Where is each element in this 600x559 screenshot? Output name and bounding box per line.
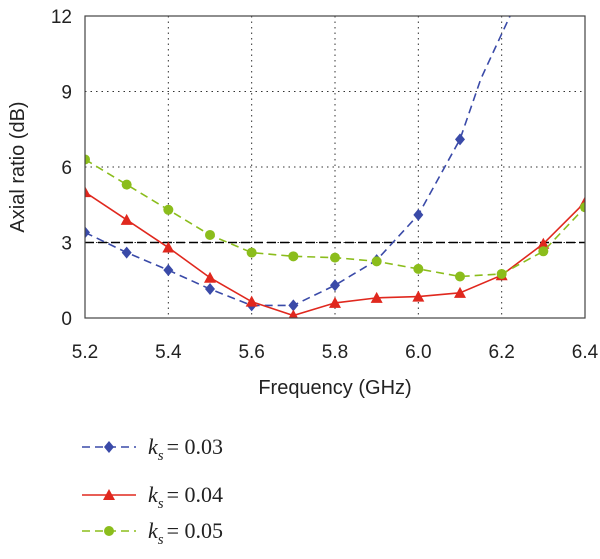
data-point xyxy=(538,246,549,257)
data-point xyxy=(162,241,175,253)
legend: ks = 0.03 ks = 0.04 ks = 0.05 xyxy=(82,434,223,548)
data-point xyxy=(121,179,132,190)
series-line xyxy=(85,16,511,307)
legend-item: ks = 0.04 xyxy=(82,482,223,512)
y-tick-label: 0 xyxy=(61,309,72,330)
x-tick-label: 5.8 xyxy=(322,342,348,363)
x-axis-label: Frequency (GHz) xyxy=(258,377,411,399)
data-point xyxy=(371,256,382,267)
x-tick-label: 5.2 xyxy=(72,342,98,363)
x-tick-label: 6.4 xyxy=(572,342,599,363)
data-point xyxy=(496,268,507,279)
x-tick-label: 6.0 xyxy=(405,342,431,363)
data-point xyxy=(163,204,174,215)
data-point xyxy=(246,247,257,258)
data-point xyxy=(537,237,550,249)
data-point xyxy=(412,290,425,302)
data-point xyxy=(120,213,133,225)
x-tick-label: 5.4 xyxy=(155,342,182,363)
data-point xyxy=(413,263,424,274)
data-point xyxy=(205,229,215,240)
data-point xyxy=(329,296,341,308)
legend-item: ks = 0.03 xyxy=(82,434,223,464)
y-tick-label: 6 xyxy=(61,158,72,179)
data-point xyxy=(85,154,90,165)
y-tick-label: 12 xyxy=(51,7,72,28)
data-point xyxy=(330,252,340,263)
data-point xyxy=(455,271,465,282)
data-point xyxy=(245,295,258,307)
y-tick-label: 3 xyxy=(61,234,72,255)
x-tick-labels: 5.2 5.4 5.6 5.8 6.0 6.2 6.4 xyxy=(72,342,599,363)
legend-label: ks = 0.03 xyxy=(148,434,223,464)
data-point xyxy=(580,202,585,213)
data-point xyxy=(454,286,466,298)
y-tick-labels: 0 3 6 9 12 xyxy=(51,7,72,330)
data-point xyxy=(330,279,340,292)
legend-label: ks = 0.05 xyxy=(148,518,223,548)
data-point xyxy=(204,271,216,283)
data-point xyxy=(85,226,90,239)
data-point xyxy=(205,283,215,296)
legend-marker xyxy=(104,441,114,453)
legend-marker xyxy=(104,526,114,536)
y-tick-label: 9 xyxy=(61,83,72,104)
series-group xyxy=(85,16,585,318)
data-point xyxy=(455,133,465,146)
legend-label: ks = 0.04 xyxy=(148,482,223,512)
data-point xyxy=(163,264,174,277)
legend-marker xyxy=(103,489,115,500)
data-point xyxy=(413,208,424,221)
x-tick-label: 5.6 xyxy=(238,342,264,363)
y-axis-label: Axial ratio (dB) xyxy=(7,101,29,232)
plot-frame xyxy=(84,15,586,319)
data-point xyxy=(121,246,132,259)
legend-item: ks = 0.05 xyxy=(82,518,223,548)
grid xyxy=(85,16,585,318)
series-1 xyxy=(85,16,511,312)
data-point xyxy=(288,251,299,262)
data-point xyxy=(288,299,299,312)
x-tick-label: 6.2 xyxy=(488,342,514,363)
data-point xyxy=(85,186,91,198)
series-3 xyxy=(85,154,585,282)
data-point xyxy=(288,309,298,318)
data-point xyxy=(370,291,383,303)
